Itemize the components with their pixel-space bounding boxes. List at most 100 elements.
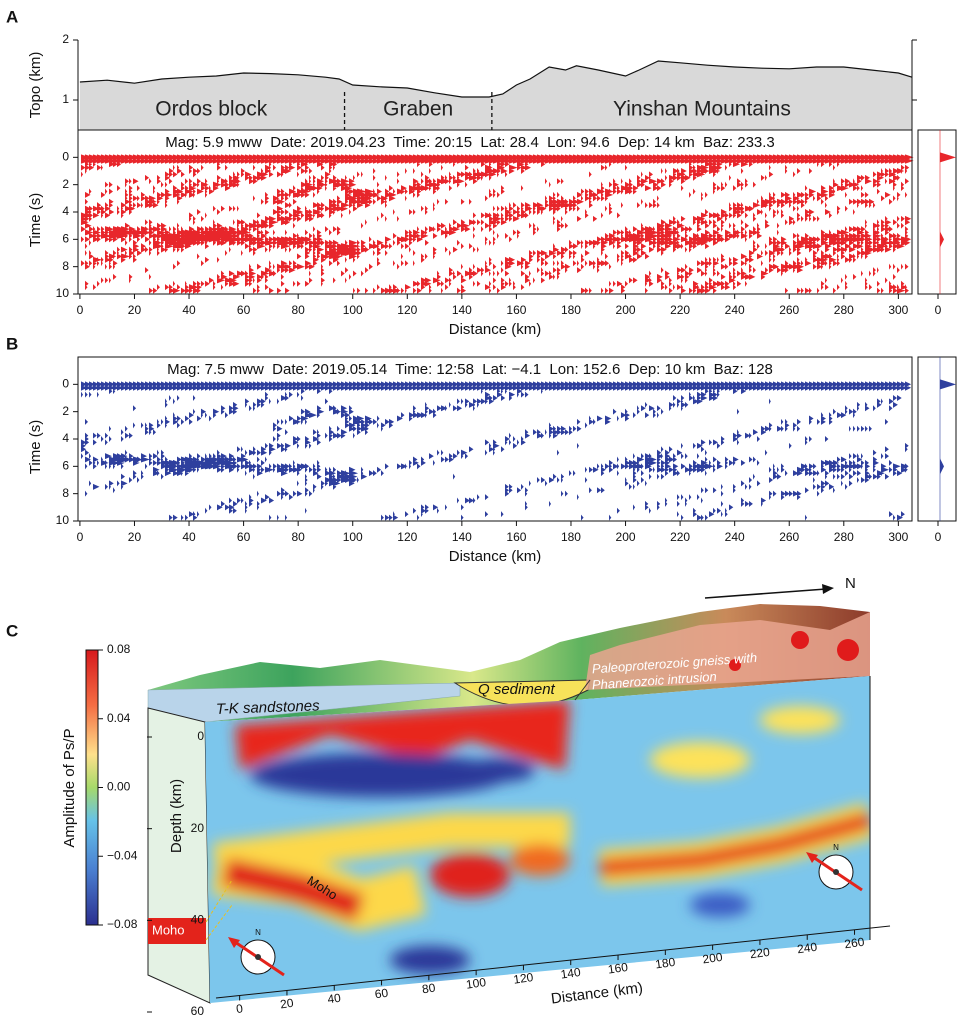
y-axis-label: Topo (km) — [27, 52, 44, 119]
colorbar-tick-label: 0.04 — [107, 711, 131, 725]
colorbar-tick-label: −0.08 — [107, 917, 138, 931]
x-tick-label: 180 — [561, 303, 581, 317]
side-wiggle — [940, 458, 944, 475]
north-arrow-head — [822, 584, 834, 594]
region-label: Yinshan Mountains — [613, 98, 791, 121]
compass-label: N — [833, 843, 839, 852]
side-wiggle — [940, 231, 944, 248]
y-tick-label: 6 — [62, 232, 69, 246]
x-tick-label: 240 — [725, 530, 745, 544]
x-tick-label: 200 — [616, 303, 636, 317]
moho-link — [205, 879, 233, 923]
plot-title: Mag: 7.5 mww Date: 2019.05.14 Time: 12:5… — [167, 361, 773, 378]
wiggle-section — [81, 154, 914, 294]
colorbar-tick-label: −0.04 — [107, 848, 138, 862]
x-tick-label: 260 — [779, 530, 799, 544]
region-label: Ordos block — [155, 98, 268, 121]
y-tick-label: 0 — [197, 729, 204, 743]
compass — [228, 937, 285, 977]
panel-label: C — [6, 621, 18, 640]
x-tick-label: 160 — [506, 303, 526, 317]
x-tick-label: 0 — [77, 303, 84, 317]
x-tick-label: 20 — [128, 303, 142, 317]
x-tick-label: 140 — [452, 530, 472, 544]
topo-fill — [79, 61, 912, 130]
y-axis-label: Time (s) — [27, 193, 44, 247]
x-tick-label: 140 — [560, 965, 582, 982]
annotation: Q sediment — [478, 681, 556, 698]
colorbar — [85, 649, 99, 926]
x-tick-label: 120 — [397, 530, 417, 544]
x-tick-label: 200 — [616, 530, 636, 544]
x-tick-label: 200 — [702, 950, 724, 967]
x-tick-label: 40 — [182, 530, 196, 544]
topo-line — [79, 60, 913, 98]
block-side — [147, 707, 211, 1004]
amplitude-image — [212, 700, 870, 974]
y-axis-label: Time (s) — [27, 420, 44, 474]
x-axis-label: Distance (km) — [550, 979, 644, 1007]
x-tick-label: 140 — [452, 303, 472, 317]
x-tick-label: 160 — [607, 960, 629, 977]
x-tick-label: 260 — [779, 303, 799, 317]
side-tick-label: 0 — [935, 303, 942, 317]
colorbar-tick-label: 0.00 — [107, 780, 131, 794]
x-tick-label: 280 — [834, 530, 854, 544]
y-tick-label: 8 — [62, 486, 69, 500]
x-tick-label: 0 — [77, 530, 84, 544]
x-tick-label: 260 — [844, 935, 866, 952]
sandstone-layer — [147, 682, 461, 723]
y-tick-label: 2 — [62, 404, 69, 418]
x-tick-label: 240 — [796, 940, 818, 957]
x-tick-label: 80 — [291, 530, 305, 544]
x-tick-label: 40 — [182, 303, 196, 317]
x-tick-label: 0 — [235, 1001, 244, 1016]
plot-frame — [77, 356, 913, 522]
x-tick-label: 60 — [237, 530, 251, 544]
moho-marker — [148, 918, 206, 944]
region-label: Graben — [383, 98, 453, 121]
y-tick-label: 4 — [62, 204, 69, 218]
x-tick-label: 20 — [279, 996, 294, 1012]
moho-link — [205, 904, 233, 941]
y-tick-label: 2 — [62, 177, 69, 191]
x-tick-label: 240 — [725, 303, 745, 317]
colorbar-tick-label: 0.08 — [107, 642, 131, 656]
north-label: N — [845, 575, 856, 592]
block-diagram — [147, 584, 871, 1004]
plot-title: Mag: 5.9 mww Date: 2019.04.23 Time: 20:1… — [165, 134, 775, 151]
compass — [806, 852, 863, 892]
x-axis-label: Distance (km) — [449, 548, 542, 565]
x-tick-label: 120 — [397, 303, 417, 317]
x-tick-label: 100 — [343, 530, 363, 544]
y-tick-label: 0 — [62, 377, 69, 391]
y-tick-label: 60 — [191, 1004, 205, 1016]
x-tick-label: 40 — [327, 991, 342, 1007]
panel-label: B — [6, 334, 18, 353]
intrusion — [729, 659, 741, 671]
side-wiggle — [940, 379, 956, 390]
y-tick-label: 2 — [62, 32, 69, 46]
x-tick-label: 20 — [128, 530, 142, 544]
annotation: Moho — [152, 922, 185, 937]
annotation: T-K sandstones — [216, 697, 321, 718]
side-tick-label: 0 — [935, 530, 942, 544]
x-tick-label: 80 — [291, 303, 305, 317]
x-tick-label: 220 — [670, 303, 690, 317]
y-tick-label: 8 — [62, 259, 69, 273]
x-tick-label: 220 — [670, 530, 690, 544]
y-tick-label: 10 — [56, 513, 70, 527]
y-tick-label: 4 — [62, 431, 69, 445]
x-tick-label: 60 — [374, 986, 389, 1002]
x-tick-label: 220 — [749, 945, 771, 962]
side-frame — [917, 356, 957, 522]
x-tick-label: 80 — [421, 981, 436, 997]
y-tick-label: 20 — [191, 821, 205, 835]
north-arrow — [704, 588, 827, 599]
side-frame — [917, 129, 957, 295]
x-tick-label: 300 — [888, 530, 908, 544]
y-tick-label: 10 — [56, 286, 70, 300]
colorbar-label: Amplitude of Ps/P — [61, 728, 78, 847]
x-tick-label: 160 — [506, 530, 526, 544]
